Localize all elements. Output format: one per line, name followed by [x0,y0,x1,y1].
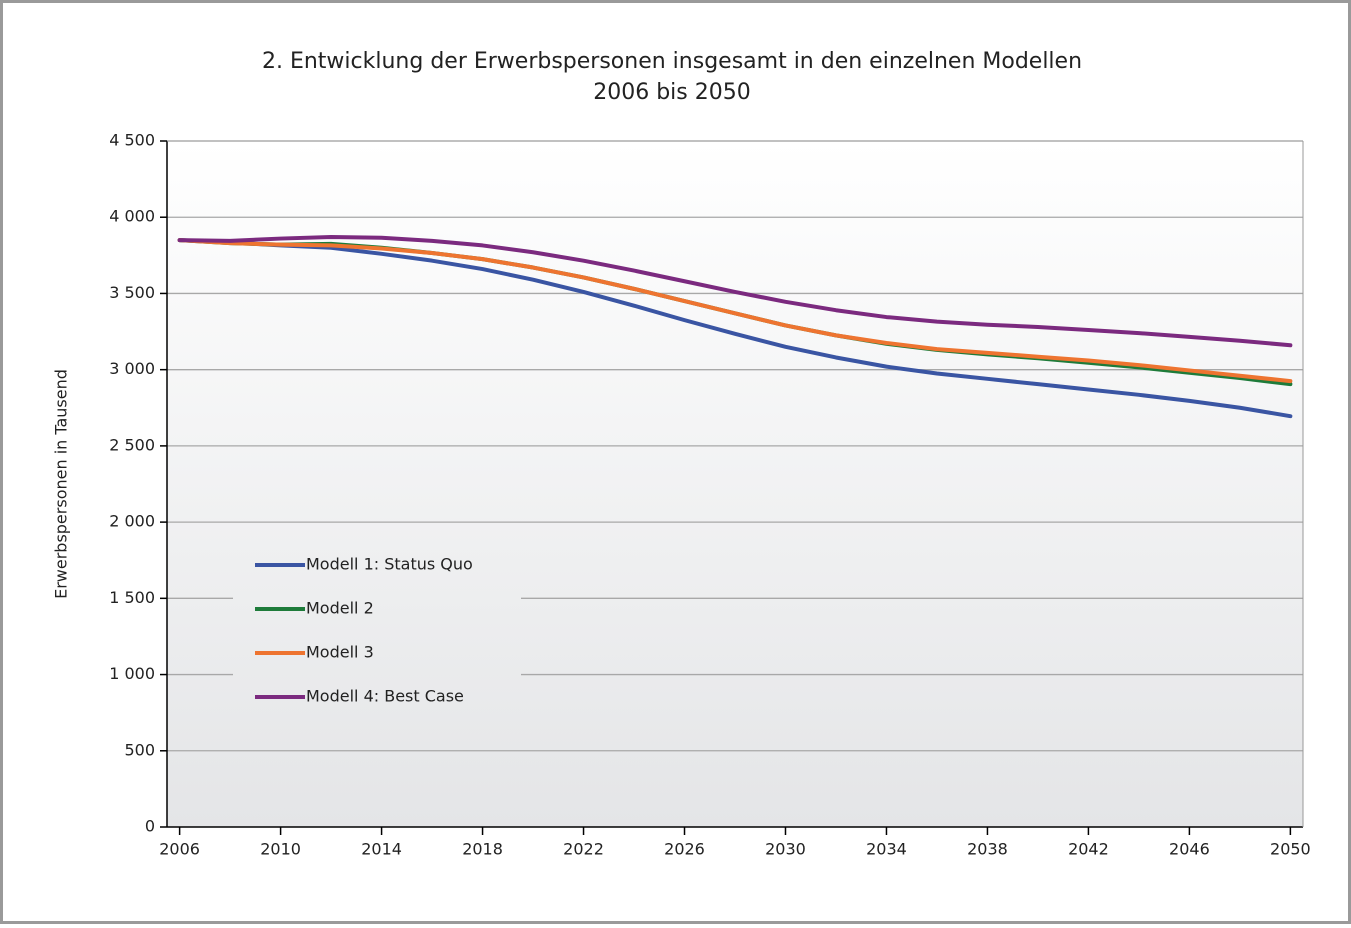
series-line [177,235,1293,348]
y-axis-title: Erwerbspersonen in Tausend [52,369,71,599]
chart-title: 2. Entwicklung der Erwerbspersonen insge… [262,49,1082,74]
y-tick-label: 3 000 [109,359,155,378]
y-tick-label: 4 500 [109,131,155,150]
x-tick-label: 2006 [159,840,200,859]
y-tick-label: 3 500 [109,283,155,302]
plot-area [167,141,1303,827]
x-tick-label: 2046 [1169,840,1210,859]
x-tick-label: 2038 [967,840,1008,859]
y-tick-label: 4 000 [109,207,155,226]
y-tick-label: 500 [124,740,155,759]
y-tick-label: 1 000 [109,664,155,683]
x-tick-label: 2026 [664,840,705,859]
x-tick-label: 2034 [866,840,907,859]
legend-label: Modell 4: Best Case [306,687,464,706]
legend-label: Modell 1: Status Quo [306,555,473,574]
legend-box [233,546,521,710]
x-tick-label: 2050 [1270,840,1311,859]
series-line [177,238,1293,384]
y-tick-label: 2 500 [109,435,155,454]
x-tick-label: 2042 [1068,840,1109,859]
x-tick-label: 2022 [563,840,604,859]
x-tick-label: 2010 [260,840,301,859]
x-tick-label: 2030 [765,840,806,859]
y-tick-label: 1 500 [109,588,155,607]
y-tick-label: 0 [145,817,155,836]
chart-subtitle: 2006 bis 2050 [593,80,751,105]
y-tick-label: 2 000 [109,512,155,531]
x-tick-label: 2018 [462,840,503,859]
series-line [177,238,1293,419]
legend-label: Modell 3 [306,643,374,662]
x-tick-label: 2014 [361,840,402,859]
legend-label: Modell 2 [306,599,374,618]
